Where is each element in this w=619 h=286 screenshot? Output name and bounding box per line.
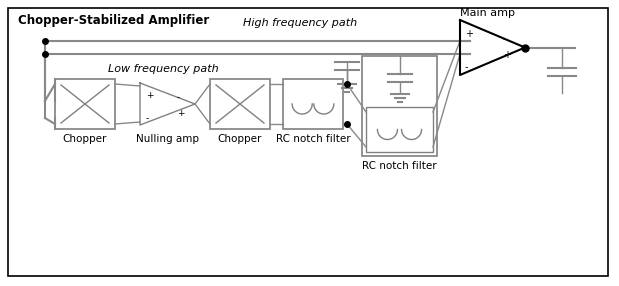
Text: Low frequency path: Low frequency path (108, 64, 219, 74)
Text: -: - (503, 35, 506, 45)
Text: -: - (146, 114, 149, 123)
Text: RC notch filter: RC notch filter (362, 161, 437, 171)
Bar (283, 79, 343, 129)
Text: Chopper: Chopper (218, 134, 262, 144)
Text: Chopper: Chopper (63, 134, 107, 144)
Bar (210, 79, 270, 129)
Text: -: - (465, 62, 469, 72)
Bar (55, 79, 115, 129)
Text: +: + (177, 109, 184, 118)
Text: +: + (503, 49, 511, 59)
Text: +: + (465, 29, 473, 39)
Text: RC notch filter: RC notch filter (275, 134, 350, 144)
Bar (366, 107, 433, 152)
Text: Main amp: Main amp (461, 8, 516, 18)
Bar (362, 56, 437, 156)
Text: Chopper-Stabilized Amplifier: Chopper-Stabilized Amplifier (18, 14, 209, 27)
Text: +: + (146, 91, 154, 100)
Text: Nulling amp: Nulling amp (136, 134, 199, 144)
Text: -: - (177, 93, 180, 102)
Text: High frequency path: High frequency path (243, 18, 357, 28)
